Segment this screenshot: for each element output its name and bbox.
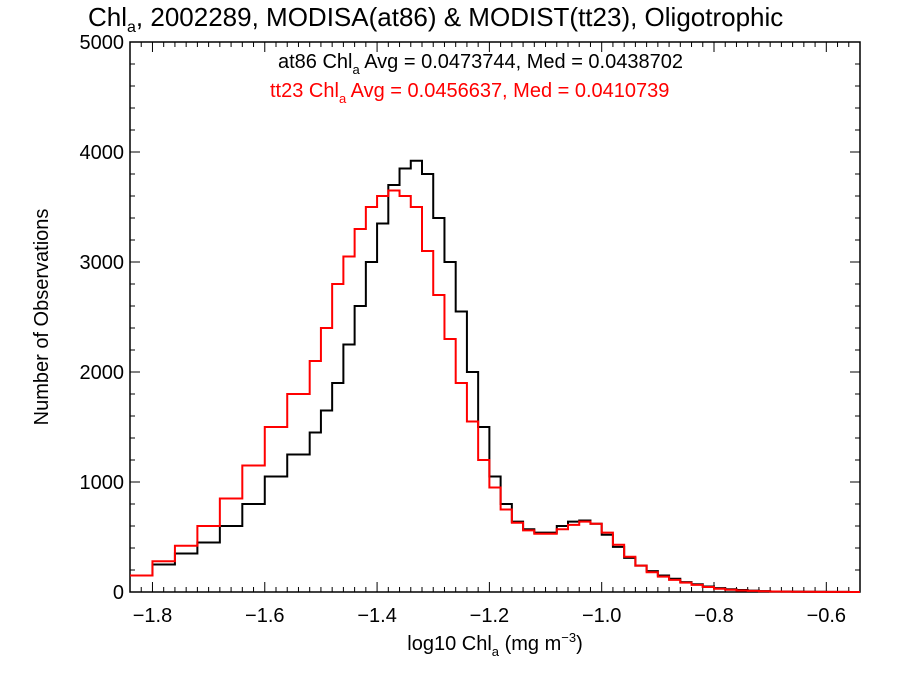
y-tick-label: 2000 <box>80 362 125 384</box>
x-label-prefix: log10 Chl <box>407 633 492 655</box>
chart-title: Chla, 2002289, MODISA(at86) & MODIST(tt2… <box>88 2 783 36</box>
legend-tt23-rest: Avg = 0.0456637, Med = 0.0410739 <box>346 80 669 102</box>
y-tick-label: 0 <box>113 582 124 604</box>
series-line-at86 <box>130 159 860 593</box>
legend-at86-sub: a <box>353 62 361 77</box>
legend-at86-rest: Avg = 0.0473744, Med = 0.0438702 <box>360 51 683 73</box>
x-tick-label: −1.4 <box>357 605 396 627</box>
y-tick-label: 1000 <box>80 472 125 494</box>
legend-tt23: tt23 Chla Avg = 0.0456637, Med = 0.04107… <box>270 80 669 106</box>
x-tick-label: −1.8 <box>133 605 172 627</box>
y-axis-label: Number of Observations <box>31 209 53 426</box>
x-tick-label: −1.2 <box>470 605 509 627</box>
y-tick-label: 4000 <box>80 142 125 164</box>
series-layer <box>130 159 860 593</box>
x-label-unit-post: ) <box>576 633 583 655</box>
legend-tt23-sub: a <box>339 91 347 106</box>
chart-title-prefix: Chl <box>88 2 127 32</box>
x-tick-label: −1.0 <box>582 605 621 627</box>
x-label-sup: −3 <box>561 630 576 645</box>
chart-title-sub: a <box>127 19 136 36</box>
legend-at86-prefix: at86 Chl <box>278 51 353 73</box>
x-label-sub: a <box>492 644 500 659</box>
x-tick-label: −0.8 <box>694 605 733 627</box>
legend-at86: at86 Chla Avg = 0.0473744, Med = 0.04387… <box>278 51 683 77</box>
x-tick-label: −1.6 <box>245 605 284 627</box>
axes: −1.8 −1.6 −1.4 −1.2 −1.0 −0.8 −0.6 0 1000 2000 300… <box>80 32 861 627</box>
plot-frame <box>129 41 861 593</box>
x-label-unit-pre: (mg m <box>499 633 561 655</box>
x-axis-label: log10 Chla (mg m−3) <box>407 630 582 659</box>
y-tick-label: 5000 <box>80 32 125 54</box>
series-line-tt23 <box>130 189 860 593</box>
chart-title-rest: , 2002289, MODISA(at86) & MODIST(tt23), … <box>136 2 783 32</box>
y-tick-label: 3000 <box>80 252 125 274</box>
x-tick-label: −0.6 <box>807 605 846 627</box>
legend-tt23-prefix: tt23 Chl <box>270 80 339 102</box>
